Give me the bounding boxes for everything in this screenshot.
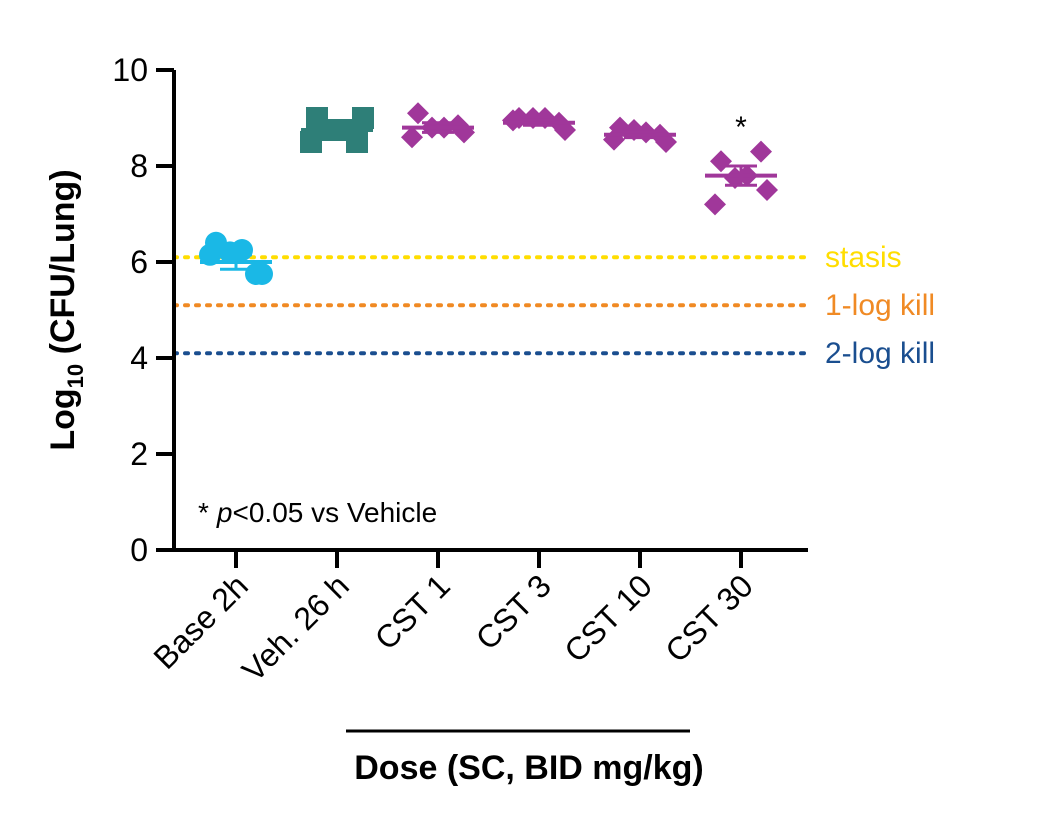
significance-star: *: [735, 111, 747, 144]
data-point: [447, 114, 469, 137]
data-point: [245, 263, 267, 285]
y-tick-label: 4: [130, 340, 148, 376]
data-point: [401, 126, 423, 149]
data-point: [231, 239, 253, 261]
x-category-label: CST 30: [658, 567, 760, 669]
y-tick-label: 10: [112, 52, 148, 88]
data-point: [609, 116, 631, 139]
data-point: [704, 193, 726, 216]
data-point: [352, 107, 374, 129]
note-rest: <0.05 vs Vehicle: [232, 497, 437, 528]
y-axis-title-subscript: 10: [63, 364, 88, 388]
axes: [172, 70, 808, 552]
data-point: [407, 102, 429, 125]
reference-lines: stasis 1-log kill 2-log kill: [172, 241, 935, 370]
y-ticks: 0 2 4 6 8 10: [112, 52, 174, 568]
y-tick-label: 6: [130, 244, 148, 280]
y-tick-label: 2: [130, 436, 148, 472]
note-star: *: [198, 497, 209, 528]
reference-line-label: stasis: [825, 241, 902, 274]
x-category-label: CST 3: [469, 567, 558, 656]
data-point: [710, 150, 732, 173]
y-axis-title-rest: (CFU/Lung): [44, 169, 82, 364]
note-p: p: [216, 497, 233, 528]
data-point: [346, 131, 368, 153]
reference-line-label: 2-log kill: [825, 337, 935, 370]
data-point: [756, 179, 778, 201]
reference-line-label: 1-log kill: [825, 289, 935, 322]
x-axis-title: Dose (SC, BID mg/kg): [354, 749, 703, 787]
y-axis-title-main: Log: [44, 388, 82, 450]
mean-sem-bars: [200, 118, 777, 271]
y-tick-label: 8: [130, 148, 148, 184]
p-value-note: * p<0.05 vs Vehicle: [198, 497, 437, 528]
data-point: [300, 131, 322, 153]
y-tick-label: 0: [130, 532, 148, 568]
data-point: [502, 109, 524, 132]
x-category-label: CST 10: [557, 567, 659, 669]
data-point: [750, 140, 772, 163]
x-category-label: CST 1: [368, 567, 457, 656]
y-axis-title: Log10 (CFU/Lung): [44, 169, 88, 450]
x-category-label: Veh. 26 h: [235, 567, 356, 688]
